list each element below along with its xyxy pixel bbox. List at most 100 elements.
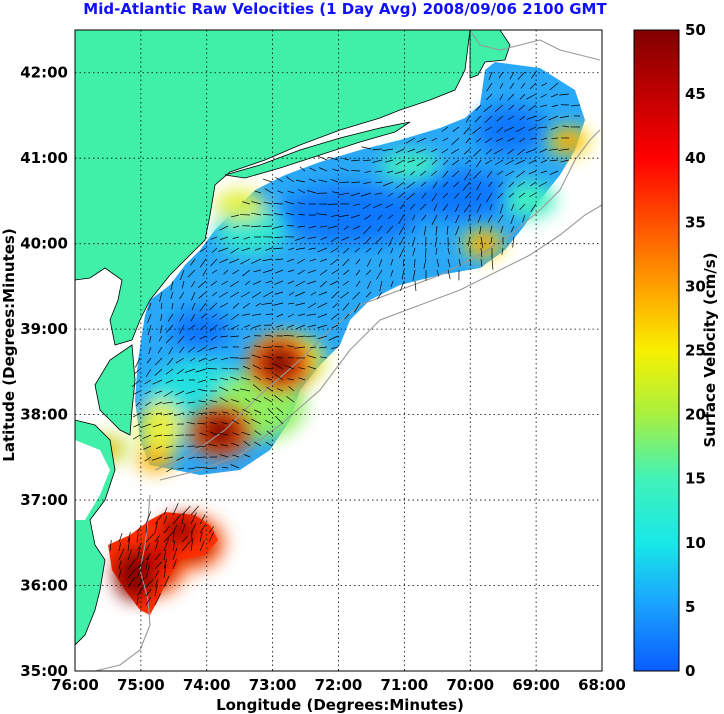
velocity-arrow [165,379,174,384]
velocity-arrow [146,357,152,364]
velocity-arrow [190,531,193,543]
velocity-arrow [512,236,515,248]
velocity-arrow [118,560,122,570]
velocity-arrow [157,346,163,354]
velocity-arrow [127,568,137,579]
velocity-arrow [152,456,163,461]
velocity-arrow [486,192,493,203]
velocity-arrow [199,514,206,525]
land [75,30,511,646]
y-tick-label: 41:00 [20,149,68,167]
velocity-arrow [400,280,405,292]
velocity-arrow [242,365,251,370]
velocity-arrow [364,214,372,220]
contour-gulf-of-maine [469,30,601,61]
velocity-arrow [177,335,185,344]
velocity-arrow [317,302,328,308]
velocity-arrow [220,335,229,338]
velocity-arrow [243,346,251,349]
velocity-arrow [286,396,295,403]
velocity-arrow [274,236,284,238]
velocity-arrow [550,126,559,130]
land-delmarva [94,344,136,436]
velocity-arrow [319,280,328,288]
velocity-arrow [453,192,460,200]
velocity-arrow [172,559,177,570]
velocity-arrow [163,507,168,516]
velocity-arrow [308,247,317,250]
velocity-arrow [176,456,185,461]
velocity-arrow [309,258,317,262]
velocity-arrow [510,214,515,225]
velocity-arrow [339,167,350,172]
velocity-arrow [297,202,306,205]
velocity-arrow [463,126,471,135]
velocity-arrow [181,280,185,289]
velocity-arrow [344,313,350,320]
velocity-arrow [318,291,328,296]
velocity-arrow [273,363,284,370]
velocity-arrow [165,335,174,344]
velocity-arrow [548,148,559,151]
velocity-arrow [452,181,460,188]
x-tick-label: 75:00 [117,676,165,694]
colorbar-tick-labels: 0 5 10 15 20 25 30 35 40 45 50 [685,21,706,680]
hotspot-core [471,235,496,252]
colorbar [633,29,680,672]
velocity-arrow [499,93,504,101]
velocity-arrow [294,346,306,349]
velocity-arrow [253,409,262,414]
velocity-arrow [425,247,427,259]
velocity-arrow [175,390,185,396]
velocity-arrow [179,313,185,322]
velocity-arrow [251,258,262,264]
velocity-arrow [254,345,262,348]
velocity-arrow [253,269,262,273]
velocity-arrow [423,225,427,236]
velocity-arrow [454,203,460,213]
velocity-arrow [264,188,273,194]
velocity-arrow [328,335,339,341]
velocity-arrow [276,407,284,414]
velocity-arrow [134,368,141,375]
velocity-arrow [307,324,317,328]
velocity-arrow [464,203,471,213]
velocity-arrow [332,191,339,194]
velocity-arrow [529,82,537,90]
velocity-arrow [549,170,559,176]
velocity-arrow [191,302,196,311]
velocity-arrow [480,247,483,258]
velocity-arrow [181,523,186,534]
velocity-arrow [298,313,306,316]
velocity-arrow [172,514,182,525]
velocity-arrow [198,357,207,362]
velocity-arrow [133,412,141,418]
velocity-arrow [163,532,173,543]
velocity-arrow [431,159,438,165]
velocity-arrow [209,302,218,311]
velocity-arrow [232,236,240,239]
velocity-arrow [507,115,515,121]
velocity-arrow [208,531,215,543]
velocity-arrow [490,236,493,244]
velocity-arrow [310,291,317,296]
velocity-arrow [342,158,350,161]
velocity-arrow [551,137,559,139]
velocity-arrow [480,236,484,248]
velocity-arrow [230,291,240,298]
velocity-arrow [319,269,328,276]
velocity-arrow [221,367,229,370]
velocity-arrow [431,214,438,225]
velocity-arrow [288,247,295,251]
velocity-arrow [485,148,493,155]
velocity-arrow [254,247,262,251]
velocity-arrow [127,532,131,543]
velocity-arrow [298,377,306,381]
velocity-arrow [154,390,163,394]
velocity-arrow [328,156,339,161]
velocity-arrow [530,137,537,140]
velocity-arrow [462,181,471,191]
velocity-arrow [485,159,493,165]
velocity-arrow [517,181,526,187]
velocity-arrow [242,201,251,205]
